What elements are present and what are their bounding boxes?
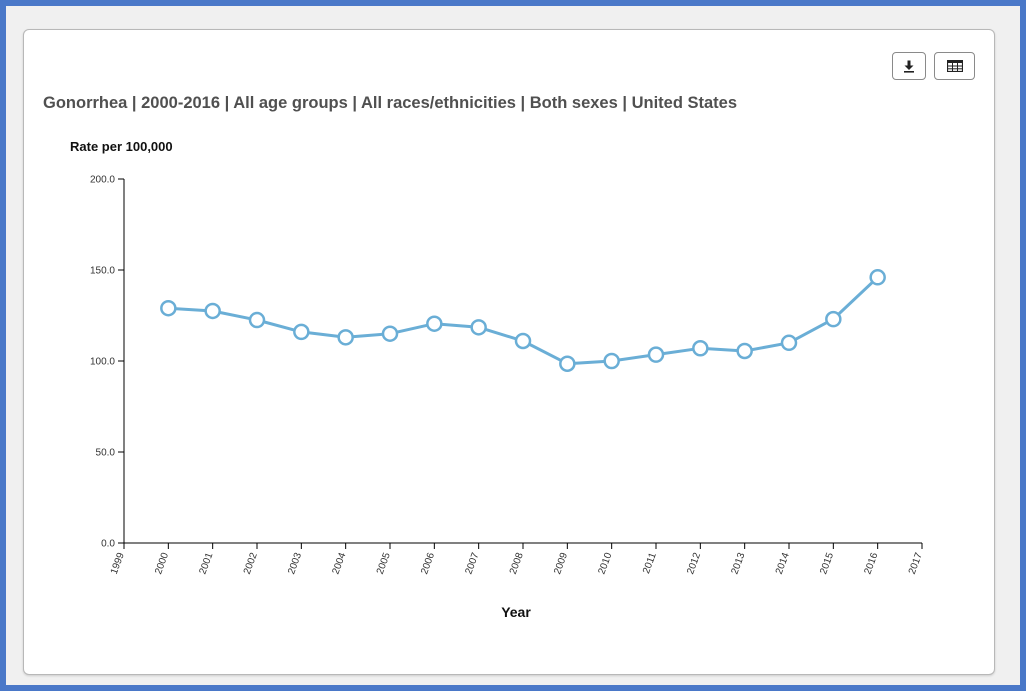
data-point: [603, 352, 620, 370]
data-point: [337, 329, 354, 346]
data-point: [293, 323, 310, 341]
x-tick-label: 2017: [907, 551, 925, 576]
data-point: [559, 355, 576, 372]
y-tick-label: 200.0: [90, 175, 115, 186]
data-point: [470, 319, 487, 336]
x-tick-label: 2007: [464, 551, 482, 576]
x-tick-label: 2011: [641, 551, 659, 575]
data-point: [869, 269, 886, 286]
data-point: [426, 315, 443, 332]
data-point: [514, 332, 532, 350]
series-line: [166, 275, 880, 366]
x-tick-label: 2002: [242, 551, 260, 576]
x-tick-label: 2005: [375, 551, 393, 576]
data-point: [160, 299, 177, 317]
table-icon: [946, 60, 963, 72]
data-table-button[interactable]: [934, 52, 975, 80]
chart-title: Gonorrhea | 2000-2016 | All age groups |…: [43, 94, 738, 112]
data-point: [381, 325, 399, 342]
x-tick-label: 2012: [685, 551, 703, 576]
data-point: [248, 311, 266, 329]
y-axis-label: Rate per 100,000: [70, 139, 173, 154]
x-axis-label: Year: [501, 604, 531, 620]
x-tick-label: 2000: [153, 551, 171, 576]
x-tick-label: 1999: [109, 551, 127, 576]
x-tick-label: 2016: [863, 551, 881, 576]
x-tick-label: 2010: [597, 551, 615, 576]
y-tick-label: 0.0: [101, 539, 115, 550]
y-tick-label: 100.0: [90, 357, 115, 368]
x-tick-label: 2004: [331, 551, 349, 576]
data-point: [780, 334, 798, 352]
data-point: [692, 340, 709, 357]
y-tick-label: 50.0: [96, 448, 116, 459]
data-point: [204, 302, 221, 320]
y-tick-label: 150.0: [90, 266, 115, 277]
download-icon: [904, 60, 914, 73]
x-tick-label: 2003: [286, 551, 304, 576]
x-tick-label: 2009: [552, 551, 570, 576]
data-point: [647, 346, 665, 363]
line-chart: Rate per 100,000 Year 0.0 50.0 100.0 150.0 2…: [70, 139, 925, 620]
chart-card: Gonorrhea | 2000-2016 | All age groups |…: [23, 29, 995, 675]
x-tick-label: 2014: [774, 551, 792, 576]
page-background: Gonorrhea | 2000-2016 | All age groups |…: [6, 6, 1020, 685]
x-tick-label: 2006: [419, 551, 437, 576]
download-button[interactable]: [892, 52, 926, 80]
x-tick-label: 2015: [818, 551, 836, 576]
data-point: [736, 342, 753, 360]
x-tick-label: 2013: [730, 551, 748, 576]
data-point: [825, 310, 842, 328]
x-tick-label: 2001: [198, 551, 216, 576]
x-tick-label: 2008: [508, 551, 526, 576]
